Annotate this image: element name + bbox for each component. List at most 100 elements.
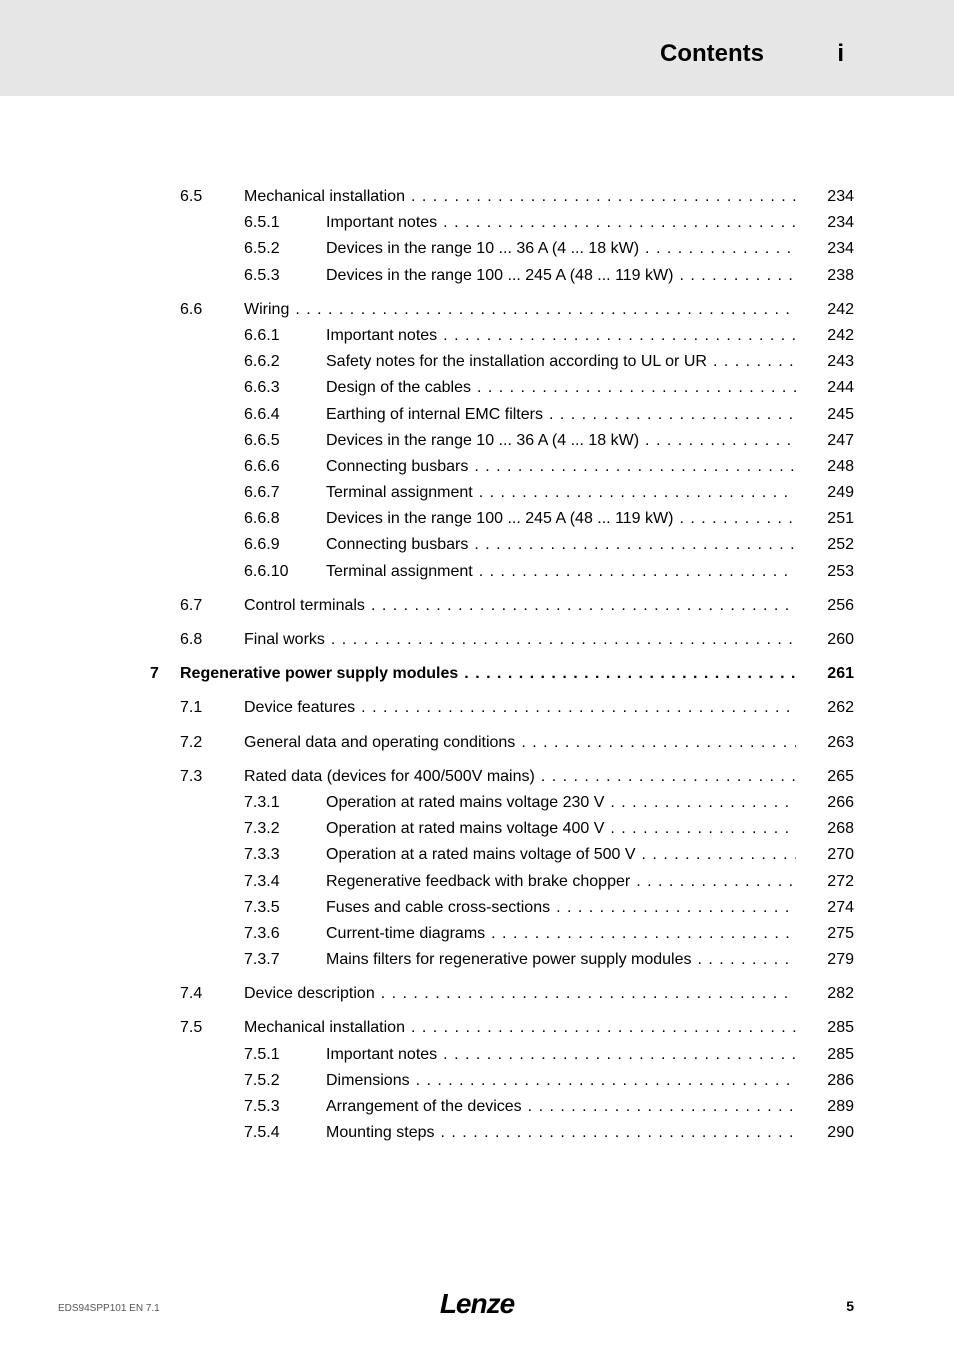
toc-title: Regenerative feedback with brake chopper: [326, 873, 630, 891]
toc-page: 242: [810, 301, 854, 319]
toc-leader: [713, 353, 796, 371]
toc-page: 290: [810, 1124, 854, 1142]
toc-leader: [645, 432, 796, 450]
toc-title: Earthing of internal EMC filters: [326, 406, 543, 424]
toc-page: 244: [810, 379, 854, 397]
toc-sub-num: 7.3.5: [244, 899, 326, 917]
toc-sub-num: 6.6.3: [244, 379, 326, 397]
toc-page: 272: [810, 873, 854, 891]
toc-title: Wiring: [244, 301, 289, 319]
toc-row: 6.8Final works260: [150, 631, 854, 657]
toc-leader: [474, 458, 796, 476]
toc-sub-num: 6.6.7: [244, 484, 326, 502]
toc-leader: [295, 301, 796, 319]
toc-row: 6.6.10Terminal assignment253: [150, 563, 854, 589]
toc-title: Control terminals: [244, 597, 365, 615]
toc-sec-num: 6.8: [180, 631, 244, 649]
toc-sec-num: 6.5: [180, 188, 244, 206]
toc-sub-num: 7.3.7: [244, 951, 326, 969]
toc-title: Operation at a rated mains voltage of 50…: [326, 846, 636, 864]
toc-sec-num: 6.7: [180, 597, 244, 615]
toc-title: General data and operating conditions: [244, 734, 515, 752]
toc-row: 6.5.1Important notes 234: [150, 214, 854, 240]
toc-leader: [698, 951, 797, 969]
toc-title: Devices in the range 100 ... 245 A (48 .…: [326, 510, 673, 528]
toc-title: Important notes: [326, 1046, 437, 1064]
toc-row: 7.3.1Operation at rated mains voltage 23…: [150, 794, 854, 820]
toc-page: 261: [810, 665, 854, 683]
toc-page: 248: [810, 458, 854, 476]
toc-leader: [556, 899, 796, 917]
toc-page: 265: [810, 768, 854, 786]
toc-page: 234: [810, 240, 854, 258]
toc-sub-num: 6.6.8: [244, 510, 326, 528]
toc-row: 6.6Wiring 242: [150, 301, 854, 327]
footer: EDS94SPP101 EN 7.1 Lenze 5: [0, 1274, 954, 1314]
toc-sub-num: 7.5.2: [244, 1072, 326, 1090]
toc-title: Operation at rated mains voltage 230 V: [326, 794, 604, 812]
toc-page: 286: [810, 1072, 854, 1090]
toc-row: 7.5.4Mounting steps 290: [150, 1124, 854, 1150]
toc-leader: [549, 406, 796, 424]
toc-sec-num: 6.6: [180, 301, 244, 319]
footer-page-number: 5: [846, 1298, 854, 1314]
toc-row: 6.7Control terminals256: [150, 597, 854, 623]
toc-sub-num: 6.5.3: [244, 267, 326, 285]
header-band: Contents i: [0, 0, 954, 96]
toc-leader: [479, 484, 796, 502]
toc-row: 7.5.2Dimensions286: [150, 1072, 854, 1098]
toc-title: Important notes: [326, 214, 437, 232]
toc-page: 262: [810, 699, 854, 717]
toc-title: Rated data (devices for 400/500V mains): [244, 768, 535, 786]
toc-row: 6.6.6Connecting busbars248: [150, 458, 854, 484]
toc-leader: [416, 1072, 796, 1090]
toc-title: Connecting busbars: [326, 458, 468, 476]
toc-leader: [361, 699, 796, 717]
toc-row: 6.6.9Connecting busbars252: [150, 536, 854, 562]
toc-title: Mechanical installation: [244, 1019, 405, 1037]
toc-sec-num: 7.4: [180, 985, 244, 1003]
toc-sec-num: 7.5: [180, 1019, 244, 1037]
toc-page: 243: [810, 353, 854, 371]
toc-leader: [642, 846, 796, 864]
toc-title: Mechanical installation: [244, 188, 405, 206]
toc-row: 7.5Mechanical installation285: [150, 1019, 854, 1045]
toc-title: Important notes: [326, 327, 437, 345]
toc-title: Connecting busbars: [326, 536, 468, 554]
toc-page: 260: [810, 631, 854, 649]
toc-sub-num: 7.5.3: [244, 1098, 326, 1116]
toc-title: Terminal assignment: [326, 563, 473, 581]
toc-row: 6.6.3Design of the cables 244: [150, 379, 854, 405]
toc-row: 6.6.7Terminal assignment249: [150, 484, 854, 510]
toc-title: Mounting steps: [326, 1124, 435, 1142]
toc-row: 6.6.8Devices in the range 100 ... 245 A …: [150, 510, 854, 536]
toc-page: 247: [810, 432, 854, 450]
toc-sub-num: 7.5.4: [244, 1124, 326, 1142]
toc-row: 7.3.2Operation at rated mains voltage 40…: [150, 820, 854, 846]
toc-sub-num: 6.6.4: [244, 406, 326, 424]
header-title: Contents: [660, 40, 764, 68]
toc-leader: [679, 510, 796, 528]
toc-title: Device description: [244, 985, 375, 1003]
toc-row: 7Regenerative power supply modules261: [150, 665, 854, 691]
toc-page: 245: [810, 406, 854, 424]
toc-title: Design of the cables: [326, 379, 471, 397]
toc-row: 6.6.4Earthing of internal EMC filters 245: [150, 406, 854, 432]
toc-page: 242: [810, 327, 854, 345]
toc-title: Device features: [244, 699, 355, 717]
toc-leader: [443, 1046, 796, 1064]
toc-chap-num: 7: [150, 665, 180, 683]
toc-page: 279: [810, 951, 854, 969]
toc-leader: [636, 873, 796, 891]
header-marker: i: [837, 40, 844, 68]
toc-leader: [411, 1019, 796, 1037]
toc-leader: [491, 925, 796, 943]
toc-sub-num: 6.5.1: [244, 214, 326, 232]
footer-docid: EDS94SPP101 EN 7.1: [58, 1303, 160, 1314]
toc-sec-num: 7.3: [180, 768, 244, 786]
toc-leader: [645, 240, 796, 258]
toc-page: 234: [810, 214, 854, 232]
toc-leader: [479, 563, 796, 581]
toc-page: 253: [810, 563, 854, 581]
toc-sec-num: 7.2: [180, 734, 244, 752]
